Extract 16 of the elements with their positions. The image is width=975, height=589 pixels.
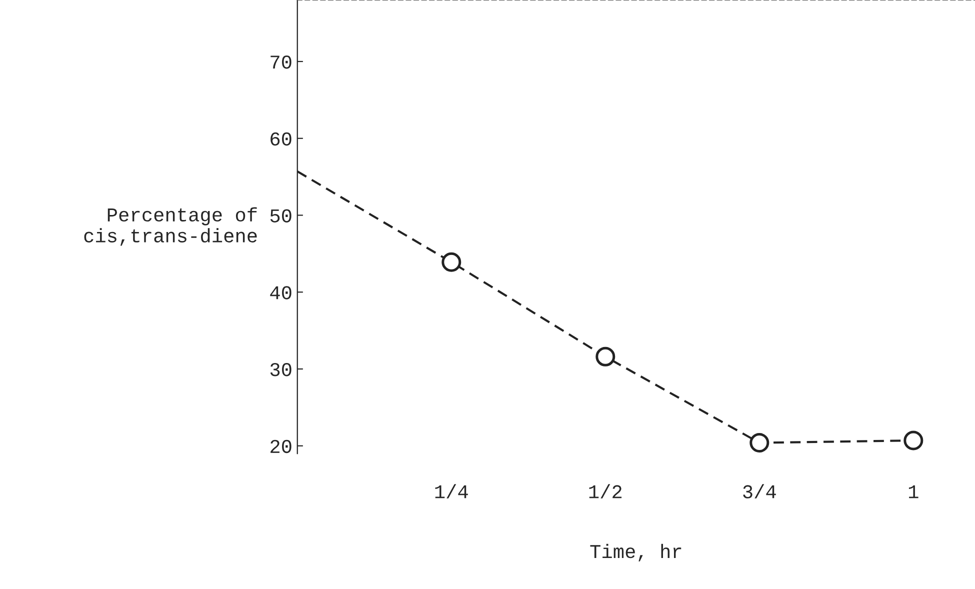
x-tick-label: 1 — [908, 485, 918, 498]
y-tick-label: 50 — [270, 209, 292, 222]
y-tick-label: 60 — [270, 132, 292, 146]
y-tick-label: 20 — [270, 440, 292, 454]
y-tick-label: 30 — [270, 363, 292, 376]
point — [596, 346, 616, 366]
x-tick-label: 1/2 — [589, 484, 622, 498]
y-axis-title: Percentage of cis,trans-diene — [84, 207, 257, 246]
point — [442, 252, 462, 272]
y-tick-label: 70 — [270, 56, 292, 69]
y-tick-label: 40 — [270, 286, 292, 300]
x-tick-label: 1/4 — [435, 484, 468, 498]
point — [904, 430, 924, 450]
x-tick-label: 3/4 — [743, 484, 776, 498]
x-axis-title: Time, hr — [590, 544, 682, 562]
point — [750, 433, 770, 453]
